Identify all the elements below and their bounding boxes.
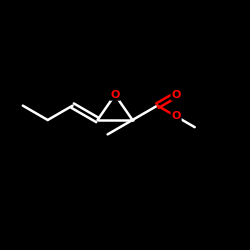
Text: O: O bbox=[172, 112, 181, 122]
Text: O: O bbox=[172, 90, 181, 100]
Text: O: O bbox=[110, 90, 120, 100]
